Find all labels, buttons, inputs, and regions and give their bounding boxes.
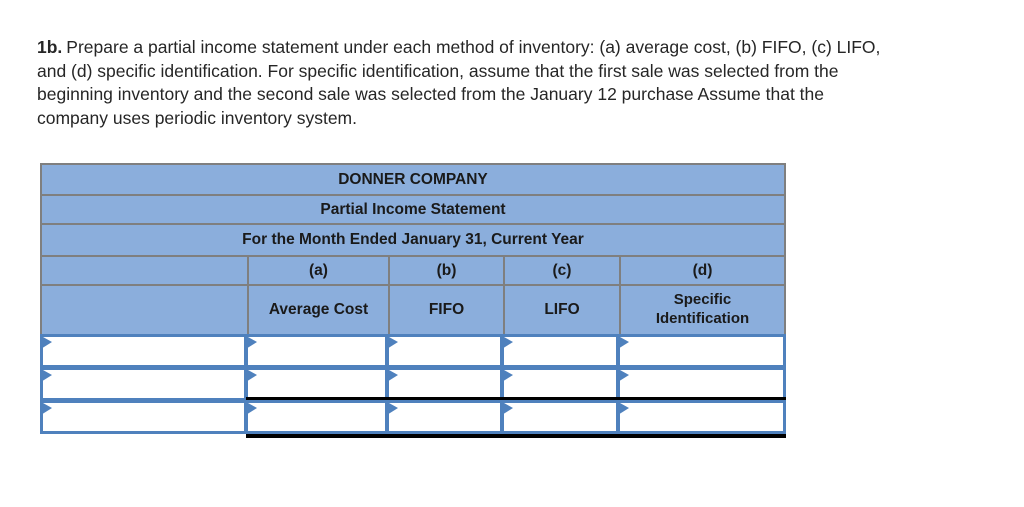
cell-flag-icon xyxy=(620,370,629,381)
cell-flag-icon xyxy=(504,403,513,414)
cell-flag-icon xyxy=(43,403,52,414)
column-method-row: Average Cost FIFO LIFO Specific Identifi… xyxy=(42,286,784,334)
double-underline-rule xyxy=(246,434,786,438)
row-label-column-header xyxy=(42,257,247,284)
cell-flag-icon xyxy=(248,370,257,381)
problem-text-line-3: beginning inventory and the second sale … xyxy=(37,84,825,105)
problem-text-line-2: and (d) specific identification. For spe… xyxy=(37,60,839,81)
column-header-specific-identification-label: Specific Identification xyxy=(655,291,750,327)
cell-flag-icon xyxy=(504,370,513,381)
income-statement-table: DONNER COMPANY Partial Income Statement … xyxy=(40,163,786,438)
cell-flag-icon xyxy=(389,370,398,381)
input-cell[interactable] xyxy=(246,368,387,400)
table-header: DONNER COMPANY Partial Income Statement … xyxy=(40,163,786,334)
problem-line: 1b. Prepare a partial income statement un… xyxy=(37,36,1012,60)
input-cell[interactable] xyxy=(618,368,785,400)
problem-number: 1b. xyxy=(37,37,63,57)
cell-flag-icon xyxy=(248,337,257,348)
input-cell[interactable] xyxy=(246,335,387,367)
cell-flag-icon xyxy=(43,337,52,348)
input-cell[interactable] xyxy=(618,335,785,367)
cell-flag-icon xyxy=(248,403,257,414)
input-cell[interactable] xyxy=(41,335,246,367)
row-label-column-header-2 xyxy=(42,286,247,334)
input-row xyxy=(41,335,785,367)
cell-flag-icon xyxy=(389,337,398,348)
input-cell[interactable] xyxy=(618,401,785,433)
input-cell[interactable] xyxy=(41,368,246,400)
cell-flag-icon xyxy=(389,403,398,414)
column-header-fifo: FIFO xyxy=(388,286,503,334)
cell-flag-icon xyxy=(43,370,52,381)
input-cell[interactable] xyxy=(387,335,502,367)
problem-statement: 1b. Prepare a partial income statement un… xyxy=(37,36,1012,130)
column-letter-d: (d) xyxy=(619,257,784,284)
statement-period: For the Month Ended January 31, Current … xyxy=(42,225,784,257)
cell-flag-icon xyxy=(504,337,513,348)
input-cell[interactable] xyxy=(387,401,502,433)
input-cell[interactable] xyxy=(502,368,618,400)
input-cell[interactable] xyxy=(41,401,246,433)
column-header-specific-identification: Specific Identification xyxy=(619,286,784,334)
column-header-average-cost: Average Cost xyxy=(247,286,388,334)
column-letter-a: (a) xyxy=(247,257,388,284)
column-letter-b: (b) xyxy=(388,257,503,284)
column-letter-c: (c) xyxy=(503,257,619,284)
answer-input-grid xyxy=(40,334,786,434)
input-cell[interactable] xyxy=(502,335,618,367)
cell-flag-icon xyxy=(620,403,629,414)
input-row xyxy=(41,368,785,400)
statement-title: Partial Income Statement xyxy=(42,196,784,225)
input-cell[interactable] xyxy=(246,401,387,433)
input-cell[interactable] xyxy=(387,368,502,400)
input-cell[interactable] xyxy=(502,401,618,433)
single-underline-rule xyxy=(246,397,786,400)
problem-text-line-4: company uses periodic inventory system. xyxy=(37,107,357,128)
cell-flag-icon xyxy=(620,337,629,348)
column-letter-row: (a) (b) (c) (d) xyxy=(42,257,784,286)
column-header-lifo: LIFO xyxy=(503,286,619,334)
input-row xyxy=(41,401,785,433)
company-name: DONNER COMPANY xyxy=(42,165,784,196)
problem-text-line-1: Prepare a partial income statement under… xyxy=(66,37,881,57)
